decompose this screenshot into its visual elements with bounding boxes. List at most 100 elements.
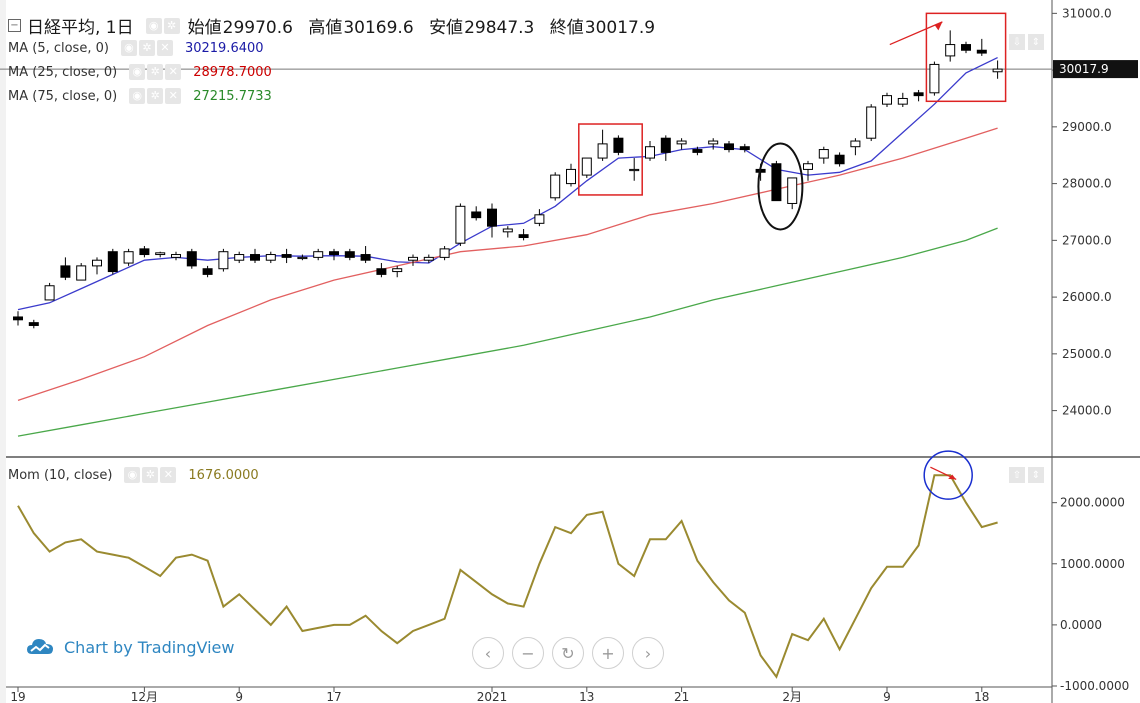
candle-body xyxy=(913,92,924,97)
time-tick-label: 21 xyxy=(674,690,689,703)
candle-body xyxy=(139,248,150,256)
time-tick-label: 9 xyxy=(235,690,243,703)
mom-pane-scale-buttons: ⇧ ⇕ xyxy=(1006,467,1044,483)
main-pane-scale-buttons: ⇩ ⇕ xyxy=(1006,34,1044,50)
close-value: 30017.9 xyxy=(584,18,656,38)
candle-body xyxy=(629,168,640,172)
candle-body xyxy=(660,137,671,153)
close-icon[interactable]: ✕ xyxy=(160,467,177,483)
price-tick-label: 27000.0 xyxy=(1062,233,1112,247)
ma25-label: MA (25, close, 0) xyxy=(8,64,118,80)
gear-icon[interactable]: ✲ xyxy=(147,88,164,104)
price-tick-label: 29000.0 xyxy=(1062,120,1112,134)
candle-body xyxy=(566,168,576,185)
eye-icon[interactable]: ◉ xyxy=(120,40,137,56)
low-value: 29847.3 xyxy=(464,18,535,38)
tradingview-watermark[interactable]: Chart by TradingView xyxy=(26,636,234,658)
candle-body xyxy=(92,259,102,267)
price-tick-label: 24000.0 xyxy=(1062,404,1112,418)
time-tick-label: 2021 xyxy=(477,690,508,703)
candle-body xyxy=(708,140,719,145)
ma5-buttons: ◉ ✲ ✕ xyxy=(119,40,173,56)
legend-ma5: MA (5, close, 0) ◉ ✲ ✕ 30219.6400 xyxy=(8,40,264,56)
ma-line-0 xyxy=(17,57,998,311)
candle-body xyxy=(155,252,166,256)
gear-icon[interactable]: ✲ xyxy=(142,467,159,483)
reset-button[interactable]: ↻ xyxy=(552,637,584,669)
annotation-arrowhead-mom xyxy=(948,474,957,480)
mom-tick-label: -1000.0000 xyxy=(1060,679,1129,693)
close-icon[interactable]: ✕ xyxy=(165,88,182,104)
candle-body xyxy=(392,268,403,273)
legend-main-buttons: ◉ ✲ xyxy=(144,17,180,34)
left-edge xyxy=(0,0,6,703)
price-tick-label: 25000.0 xyxy=(1062,347,1112,361)
legend-main: − 日経平均, 1日 ◉ ✲ 始値29970.6 高値30169.6 安値298… xyxy=(8,13,665,38)
eye-icon[interactable]: ◉ xyxy=(145,17,162,34)
legend-momentum: Mom (10, close) ◉ ✲ ✕ 1676.0000 xyxy=(8,467,259,483)
candle-body xyxy=(787,177,798,204)
candle-body xyxy=(487,208,497,227)
scroll-left-button[interactable]: ‹ xyxy=(472,637,504,669)
time-tick-label: 18 xyxy=(974,690,989,703)
gear-icon[interactable]: ✲ xyxy=(138,40,155,56)
candle-body xyxy=(645,146,655,159)
arrow-down-icon[interactable]: ⇩ xyxy=(1009,34,1025,50)
time-tick-label: 12月 xyxy=(131,690,158,703)
candle-body xyxy=(945,44,956,57)
eye-icon[interactable]: ◉ xyxy=(129,88,146,104)
candle-body xyxy=(329,251,339,256)
close-icon[interactable]: ✕ xyxy=(165,64,182,80)
open-value: 29970.6 xyxy=(222,18,293,38)
candle-body xyxy=(866,106,877,139)
refresh-icon: ↻ xyxy=(561,643,575,663)
chevron-right-icon: › xyxy=(644,643,652,663)
momentum-label: Mom (10, close) xyxy=(8,467,113,483)
ma-line-1 xyxy=(17,127,998,402)
mom-tick-label: 0.0000 xyxy=(1060,618,1102,632)
tradingview-cloud-icon xyxy=(27,639,53,654)
arrow-up-icon[interactable]: ⇧ xyxy=(1009,467,1025,483)
zoom-out-button[interactable]: − xyxy=(512,637,544,669)
close-icon[interactable]: ✕ xyxy=(156,40,173,56)
candle-body xyxy=(202,268,213,275)
candle-body xyxy=(123,251,134,264)
candle-body xyxy=(597,143,608,159)
candle-body xyxy=(107,251,118,273)
zoom-in-button[interactable]: + xyxy=(592,637,624,669)
candle-body xyxy=(724,143,734,151)
scroll-right-button[interactable]: › xyxy=(632,637,664,669)
candle-body xyxy=(992,68,1003,73)
high-value: 30169.6 xyxy=(343,18,414,38)
momentum-line xyxy=(17,474,998,679)
candle-body xyxy=(518,234,529,239)
eye-icon[interactable]: ◉ xyxy=(129,64,146,80)
candle-body xyxy=(850,140,861,148)
high-key: 高値 xyxy=(308,18,343,38)
candle-body xyxy=(76,265,87,281)
candle-body xyxy=(676,140,687,145)
low-key: 安値 xyxy=(429,18,464,38)
minus-square-icon[interactable]: − xyxy=(8,19,21,32)
candle-body xyxy=(186,251,197,267)
expand-icon[interactable]: ⇕ xyxy=(1028,34,1044,50)
candle-body xyxy=(692,149,703,153)
minus-icon: − xyxy=(521,643,535,663)
candle-body xyxy=(882,95,892,105)
open-key: 始値 xyxy=(187,18,222,38)
eye-icon[interactable]: ◉ xyxy=(124,467,141,483)
candle-body xyxy=(423,256,434,261)
annotation-box-mid xyxy=(578,123,643,196)
candle-body xyxy=(376,268,387,275)
ma25-buttons: ◉ ✲ ✕ xyxy=(127,64,182,80)
gear-icon[interactable]: ✲ xyxy=(163,17,180,34)
legend-ma75: MA (75, close, 0) ◉ ✲ ✕ 27215.7733 xyxy=(8,88,272,104)
candle-body xyxy=(455,205,466,244)
candle-body xyxy=(961,44,971,51)
candle-body xyxy=(297,256,308,260)
expand-icon[interactable]: ⇕ xyxy=(1028,467,1044,483)
gear-icon[interactable]: ✲ xyxy=(147,64,164,80)
ma-line-2 xyxy=(17,227,998,437)
candle-body xyxy=(929,63,940,94)
